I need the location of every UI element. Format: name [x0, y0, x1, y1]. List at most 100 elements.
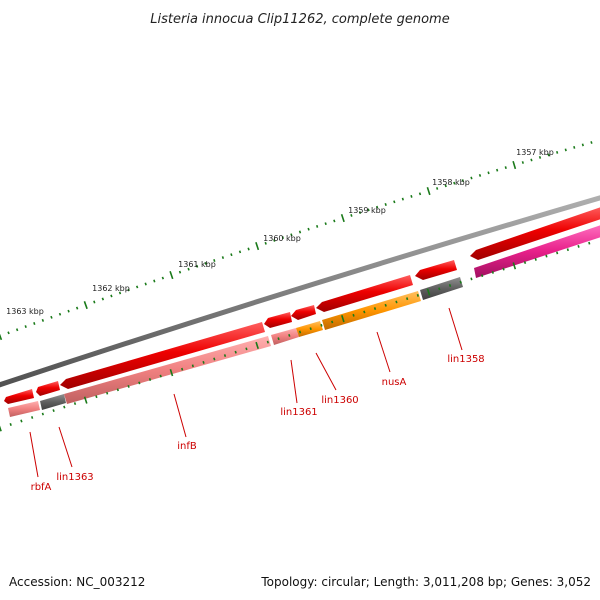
- gene-label-nusA[interactable]: nusA: [382, 377, 407, 388]
- tick-mark: [487, 171, 490, 175]
- tick-mark: [316, 224, 319, 228]
- tick-mark: [581, 143, 584, 147]
- gene-feature[interactable]: [64, 336, 271, 404]
- tick-mark: [58, 312, 62, 316]
- tick-mark: [169, 369, 174, 377]
- gene-feature[interactable]: [271, 328, 299, 345]
- gene-feature[interactable]: [316, 275, 413, 312]
- tick-mark: [461, 179, 464, 183]
- tick-mark: [448, 284, 452, 287]
- tick-mark: [573, 145, 576, 149]
- gene-label-lin1363[interactable]: lin1363: [56, 472, 93, 483]
- gene-feature[interactable]: [264, 312, 292, 328]
- tick-mark: [410, 194, 413, 198]
- tick-mark: [298, 330, 302, 334]
- gene-label-lin1361[interactable]: lin1361: [280, 407, 317, 418]
- tick-mark: [106, 391, 109, 395]
- tick-mark: [127, 288, 130, 292]
- tick-mark: [418, 192, 422, 196]
- tick-mark: [41, 412, 44, 416]
- scale-labels: 1357 kbp 1358 kbp 1359 kbp 1360 kbp 1361…: [6, 148, 554, 316]
- tick-mark: [245, 347, 248, 351]
- tick-mark: [15, 328, 19, 332]
- tick-mark: [255, 341, 259, 350]
- tick-mark: [93, 300, 96, 304]
- gene-feature[interactable]: [40, 394, 66, 410]
- tick-mark: [195, 264, 199, 268]
- tick-mark: [187, 267, 190, 271]
- tick-mark: [333, 219, 336, 223]
- tick-mark: [290, 233, 293, 237]
- gene-feature[interactable]: [4, 389, 34, 404]
- scale-tick-marks: [0, 141, 593, 341]
- tick-mark: [367, 208, 370, 212]
- tick-mark: [556, 150, 559, 154]
- tick-mark: [266, 340, 269, 344]
- forward-feature-track: [4, 206, 600, 404]
- gene-label-lin1358[interactable]: lin1358: [447, 354, 484, 365]
- scale-label: 1359 kbp: [348, 206, 386, 215]
- tick-mark: [406, 297, 409, 301]
- gene-feature[interactable]: [36, 381, 60, 396]
- tick-mark: [401, 197, 404, 201]
- map-title: Listeria innocua Clip11262, complete gen…: [150, 12, 449, 27]
- tick-mark: [298, 230, 302, 234]
- tick-mark: [459, 280, 462, 284]
- tick-mark: [178, 270, 182, 274]
- tick-mark: [288, 333, 291, 337]
- tick-mark: [309, 327, 312, 331]
- scale-label: 1357 kbp: [516, 148, 554, 157]
- tick-mark: [83, 396, 88, 404]
- tick-mark: [281, 236, 284, 240]
- tick-mark: [169, 271, 174, 280]
- tick-mark: [395, 300, 398, 304]
- tick-mark: [204, 261, 207, 265]
- accession-text: Accession: NC_003212: [9, 575, 145, 589]
- tick-mark: [444, 184, 447, 188]
- tick-mark: [496, 168, 499, 172]
- gene-labels: lin1358 nusA lin1360 lin1361 infB lin136…: [31, 354, 485, 493]
- tick-mark: [530, 158, 533, 162]
- tick-mark: [384, 303, 387, 307]
- tick-mark: [83, 301, 88, 310]
- gene-leader-lines: [29, 307, 463, 478]
- gene-feature[interactable]: [8, 401, 40, 417]
- tick-mark: [116, 388, 119, 392]
- tick-mark: [161, 276, 165, 280]
- tick-mark: [73, 402, 77, 406]
- tick-mark: [470, 176, 473, 180]
- gene-feature[interactable]: [291, 305, 316, 320]
- gene-label-rbfA[interactable]: rbfA: [31, 482, 52, 493]
- tick-mark: [127, 384, 130, 388]
- gene-label-lin1360[interactable]: lin1360: [321, 395, 358, 406]
- tick-mark: [213, 357, 216, 361]
- gene-feature[interactable]: [420, 277, 463, 300]
- gene-feature[interactable]: [60, 322, 265, 389]
- tick-mark: [41, 318, 45, 322]
- tick-mark: [24, 325, 27, 329]
- tick-mark: [436, 187, 439, 190]
- gene-feature[interactable]: [322, 291, 421, 330]
- tick-mark: [202, 360, 205, 364]
- tick-mark: [264, 241, 267, 245]
- tick-mark: [504, 166, 507, 170]
- tick-mark: [230, 253, 233, 257]
- tick-mark: [63, 405, 66, 409]
- tick-mark: [138, 381, 141, 385]
- tick-mark: [350, 213, 353, 217]
- tick-mark: [148, 378, 152, 381]
- tick-mark: [547, 153, 550, 157]
- tick-mark: [0, 425, 2, 432]
- tick-mark: [221, 256, 225, 260]
- tick-mark: [191, 364, 194, 368]
- gene-feature[interactable]: [474, 224, 600, 278]
- gene-feature[interactable]: [415, 260, 457, 280]
- gene-label-infB[interactable]: infB: [177, 441, 197, 452]
- tick-mark: [110, 294, 113, 298]
- gene-feature[interactable]: [296, 321, 323, 337]
- tick-mark: [521, 161, 524, 164]
- tick-mark: [566, 248, 569, 252]
- gene-feature[interactable]: [470, 206, 600, 260]
- tick-mark: [491, 270, 494, 274]
